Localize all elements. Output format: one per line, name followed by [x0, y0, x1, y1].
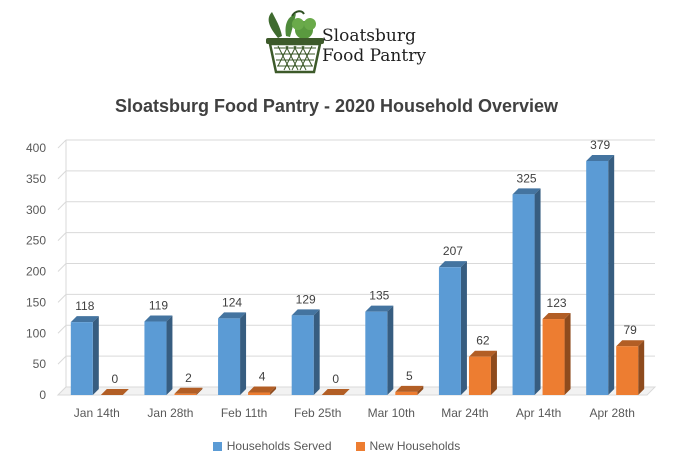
logo-text-line2: Food Pantry: [322, 46, 426, 66]
bar: [248, 392, 271, 395]
bar-side-face: [92, 316, 99, 395]
bar: [438, 267, 461, 395]
data-label: 119: [149, 299, 168, 313]
y-tick-label: 0: [39, 388, 46, 402]
x-tick-label: Jan 14th: [74, 406, 120, 420]
x-tick-label: Mar 24th: [441, 406, 488, 420]
data-label: 325: [517, 171, 537, 185]
gridline-depth: [57, 263, 67, 272]
bar-side-face: [460, 261, 467, 395]
x-tick-label: Apr 14th: [516, 406, 561, 420]
y-tick-label: 50: [33, 357, 47, 371]
gridline-depth: [57, 324, 67, 334]
logo-text-line1: Sloatsburg: [322, 26, 416, 46]
x-tick-label: Feb 11th: [221, 406, 267, 420]
bar-top-face: [248, 386, 277, 393]
bar-side-face: [196, 387, 203, 395]
bar-side-face: [313, 309, 320, 395]
bar-top-face: [542, 313, 571, 320]
bar-side-face: [166, 315, 173, 395]
bar: [70, 322, 93, 395]
bar: [218, 318, 241, 395]
legend-item: Households Served: [212, 439, 332, 453]
data-label: 2: [185, 371, 192, 385]
data-label: 129: [296, 292, 316, 306]
data-label: 0: [332, 372, 339, 386]
y-tick-label: 350: [26, 172, 46, 186]
bar: [291, 315, 314, 395]
y-tick-label: 400: [26, 141, 46, 155]
gridline-depth: [57, 170, 67, 180]
data-label: 5: [406, 369, 413, 383]
data-label: 79: [624, 323, 638, 337]
bar: [542, 319, 565, 395]
y-tick-label: 200: [26, 265, 46, 279]
gridline-depth: [57, 355, 67, 365]
data-label: 62: [476, 334, 490, 348]
bar-side-face: [638, 340, 645, 395]
bar-top-face: [174, 387, 203, 394]
data-label: 135: [369, 289, 389, 303]
bar-top-face: [468, 350, 497, 357]
y-tick-label: 300: [26, 203, 46, 217]
bar-side-face: [387, 305, 394, 395]
bar-top-face: [100, 389, 129, 395]
bar-side-face: [240, 312, 247, 395]
bar: [616, 346, 639, 395]
bar-top-face: [144, 315, 173, 322]
data-label: 123: [547, 296, 567, 310]
bar: [512, 194, 535, 395]
data-label: 0: [111, 372, 118, 386]
bar-side-face: [490, 350, 497, 395]
gridline-depth: [57, 232, 67, 241]
bar-side-face: [270, 386, 277, 395]
legend-label: New Households: [369, 439, 461, 453]
bar-side-face: [534, 188, 541, 395]
bar-side-face: [417, 385, 424, 395]
bar-top-face: [512, 188, 541, 195]
data-label: 379: [590, 138, 610, 152]
bar-top-face: [395, 385, 424, 392]
basket-of-vegetables-icon: [266, 10, 324, 74]
chart-title: Sloatsburg Food Pantry - 2020 Household …: [114, 96, 559, 116]
bar-top-face: [321, 389, 350, 395]
x-tick-label: Feb 25th: [294, 406, 341, 420]
bar-top-face: [291, 309, 320, 316]
bar-top-face: [218, 312, 247, 319]
bar: [468, 356, 491, 395]
bar-top-face: [616, 340, 645, 347]
bar-top-face: [438, 261, 467, 268]
y-tick-label: 150: [26, 295, 46, 309]
data-label: 4: [259, 370, 266, 384]
logo: [258, 8, 428, 78]
bar-side-face: [608, 154, 615, 395]
x-tick-label: Mar 10th: [368, 406, 415, 420]
legend-swatch: [355, 442, 365, 451]
bar: [144, 321, 167, 395]
gridline-depth: [57, 201, 67, 211]
bar: [395, 391, 418, 395]
bar-top-face: [70, 316, 99, 323]
bar: [586, 160, 609, 395]
bar: [174, 393, 197, 395]
gridline-depth: [57, 294, 67, 303]
legend: Households Served New Households: [0, 439, 673, 453]
legend-item: New Households: [355, 439, 461, 453]
legend-label: Households Served: [226, 439, 332, 453]
bar-top-face: [586, 154, 615, 161]
x-tick-label: Apr 28th: [590, 406, 635, 420]
gridline-depth: [57, 139, 67, 149]
bar: [365, 311, 388, 395]
bar-side-face: [564, 313, 571, 395]
legend-swatch: [212, 442, 222, 451]
bar-top-face: [365, 305, 394, 312]
y-tick-label: 250: [26, 234, 46, 248]
x-tick-label: Jan 28th: [147, 406, 193, 420]
data-label: 124: [222, 295, 242, 309]
data-label: 118: [75, 299, 94, 313]
data-label: 207: [443, 244, 463, 258]
y-tick-label: 100: [26, 326, 46, 340]
